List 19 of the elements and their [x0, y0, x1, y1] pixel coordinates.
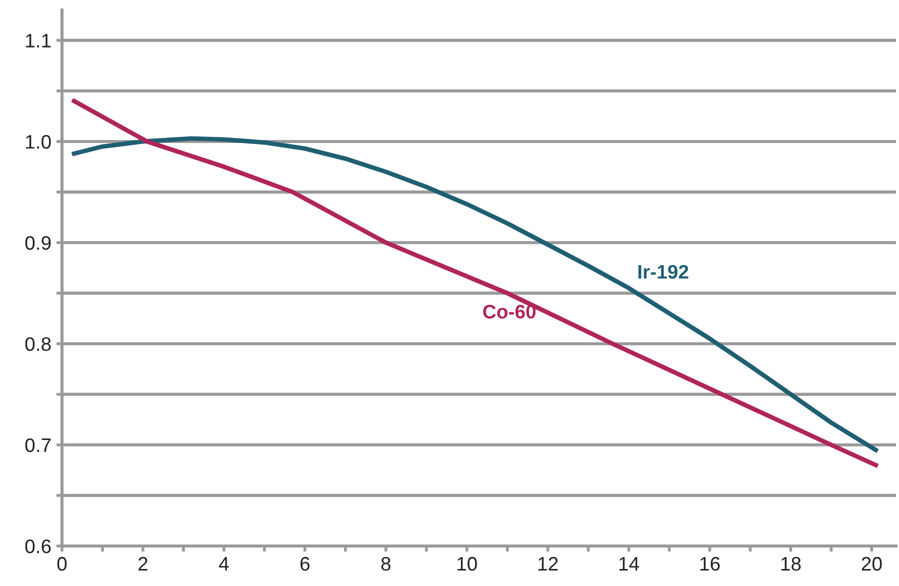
y-tick-label: 1.1 [26, 34, 51, 48]
y-tick-label: 1.0 [26, 134, 51, 149]
x-tick-label: 10 [458, 556, 477, 571]
x-tick-label: 2 [138, 556, 148, 571]
x-tick-label: 6 [300, 556, 310, 571]
y-tick-label: 0.9 [25, 236, 51, 250]
series-label: Ir-192 [638, 264, 688, 279]
x-tick-label: 8 [381, 556, 390, 571]
y-tick-label: 0.6 [25, 539, 51, 554]
x-tick-label: 16 [700, 556, 720, 571]
x-tick-label: 20 [862, 556, 882, 571]
x-tick-label: 18 [781, 556, 801, 571]
y-tick-label: 0.8 [25, 337, 51, 351]
y-tick-label: 0.7 [25, 438, 51, 452]
x-tick-label: 0 [57, 556, 67, 571]
x-tick-label: 4 [218, 557, 229, 571]
series-label: Co-60 [483, 304, 536, 319]
x-tick-label: 12 [538, 556, 558, 571]
x-tick-label: 14 [619, 557, 640, 571]
